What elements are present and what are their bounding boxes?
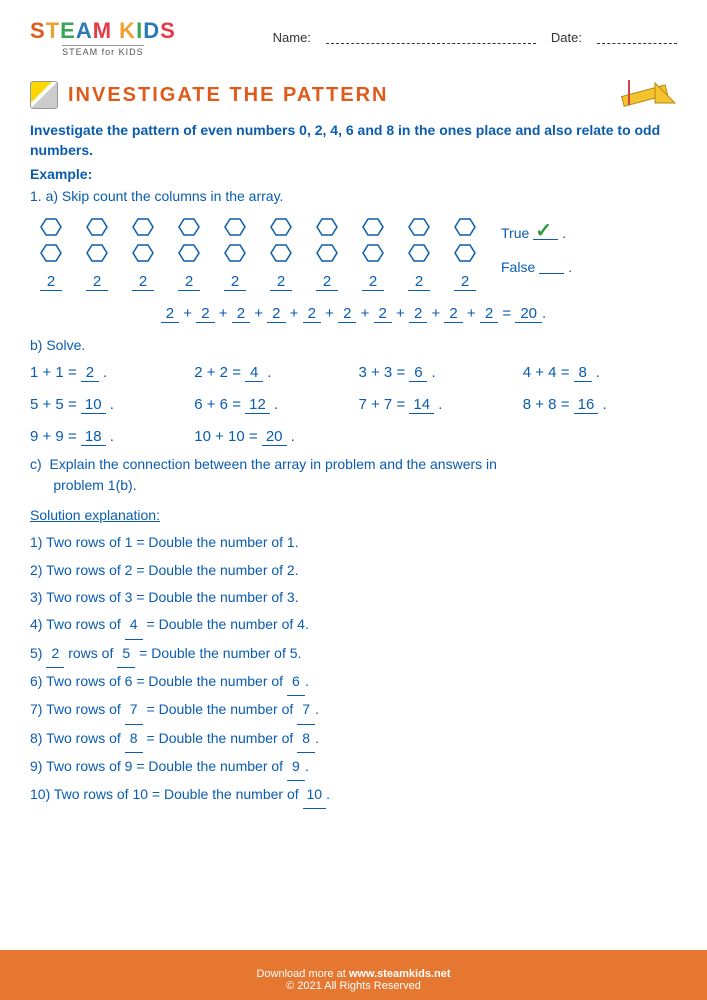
true-blank[interactable]: ✓ (533, 226, 558, 240)
solve-item: 8 + 8 = 16 . (523, 396, 677, 414)
hexagon-icon (40, 217, 62, 237)
solve-grid: 1 + 1 = 2 . 2 + 2 = 4 . 3 + 3 = 6 . 4 + 4 =… (0, 358, 707, 452)
column-count: 2 (270, 273, 292, 291)
solve-item: 6 + 6 = 12 . (194, 396, 348, 414)
example-label: Example: (0, 160, 707, 184)
solution-label: Solution explanation: (30, 502, 677, 529)
solve-item: 5 + 5 = 10 . (30, 396, 184, 414)
explanation-item: 6) Two rows of 6 = Double the number of … (30, 668, 677, 696)
question-1a: 1. a) Skip count the columns in the arra… (0, 184, 707, 209)
check-icon: ✓ (535, 218, 552, 243)
explanation-item: 1) Two rows of 1 = Double the number of … (30, 529, 677, 556)
column-count: 2 (316, 273, 338, 291)
solution-section: Solution explanation: 1) Two rows of 1 =… (0, 498, 707, 813)
hexagon-icon (132, 217, 154, 237)
hexagon-icon (224, 217, 246, 237)
footer-line-1: Download more at www.steamkids.net (0, 968, 707, 980)
hexagon-icon (316, 243, 338, 263)
hexagon-icon (224, 243, 246, 263)
column-count: 2 (132, 273, 154, 291)
question-1c: c) Explain the connection between the ar… (0, 452, 707, 498)
hexagon-icon (454, 243, 476, 263)
explanation-item: 4) Two rows of 4 = Double the number of … (30, 611, 677, 639)
page-header: STEAM KIDS STEAM for KIDS Name: Date: (0, 0, 707, 65)
column-count: 2 (40, 273, 62, 291)
true-false-column: True ✓. False . (501, 217, 572, 275)
hexagon-icon (86, 243, 108, 263)
hex-row-1 (40, 217, 476, 237)
ruler-icon (617, 75, 677, 115)
name-label: Name: (273, 30, 311, 45)
column-count: 2 (362, 273, 384, 291)
name-date-row: Name: Date: (273, 30, 677, 45)
hexagon-icon (408, 243, 430, 263)
hex-row-2 (40, 243, 476, 263)
question-1b: b) Solve. (0, 333, 707, 358)
false-blank[interactable] (539, 260, 564, 274)
explanation-item: 2) Two rows of 2 = Double the number of … (30, 557, 677, 584)
explanation-list: 1) Two rows of 1 = Double the number of … (30, 529, 677, 809)
hexagon-icon (316, 217, 338, 237)
logo: STEAM KIDS STEAM for KIDS (30, 18, 176, 57)
explanation-item: 8) Two rows of 8 = Double the number of … (30, 725, 677, 753)
solve-item: 10 + 10 = 20 . (194, 428, 348, 446)
solve-item: 2 + 2 = 4 . (194, 364, 348, 382)
hexagon-icon (270, 243, 292, 263)
logo-subtitle: STEAM for KIDS (62, 45, 144, 57)
footer-line-2: © 2021 All Rights Reserved (0, 980, 707, 992)
hexagon-icon (362, 217, 384, 237)
solve-item: 7 + 7 = 14 . (359, 396, 513, 414)
title-row: INVESTIGATE THE PATTERN (0, 65, 707, 121)
column-count: 2 (454, 273, 476, 291)
solve-item: 9 + 9 = 18 . (30, 428, 184, 446)
column-count-row: 2 2 2 2 2 2 2 2 2 2 (40, 273, 476, 291)
solve-item: 4 + 4 = 8 . (523, 364, 677, 382)
hexagon-icon (178, 217, 200, 237)
instructions: Investigate the pattern of even numbers … (0, 121, 707, 160)
hexagon-icon (362, 243, 384, 263)
explanation-item: 10) Two rows of 10 = Double the number o… (30, 781, 677, 809)
explanation-item: 9) Two rows of 9 = Double the number of … (30, 753, 677, 781)
name-blank[interactable] (326, 32, 536, 44)
hexagon-array: 2 2 2 2 2 2 2 2 2 2 True ✓. False . (0, 209, 707, 295)
hexagon-icon (270, 217, 292, 237)
date-blank[interactable] (597, 32, 677, 44)
column-count: 2 (178, 273, 200, 291)
sum-equation: 2 + 2 + 2 + 2 + 2 + 2 + 2 + 2 + 2 + 2 = … (0, 295, 707, 333)
hexagon-icon (40, 243, 62, 263)
date-label: Date: (551, 30, 582, 45)
hex-grid: 2 2 2 2 2 2 2 2 2 2 (40, 217, 476, 291)
hexagon-icon (86, 217, 108, 237)
hexagon-icon (132, 243, 154, 263)
false-option: False . (501, 259, 572, 275)
pencil-note-icon (30, 81, 58, 109)
solve-item: 1 + 1 = 2 . (30, 364, 184, 382)
explanation-item: 3) Two rows of 3 = Double the number of … (30, 584, 677, 611)
page-footer: Download more at www.steamkids.net © 202… (0, 958, 707, 1000)
true-option: True ✓. (501, 225, 572, 241)
column-count: 2 (86, 273, 108, 291)
column-count: 2 (224, 273, 246, 291)
footer-wave (0, 950, 707, 960)
page-title: INVESTIGATE THE PATTERN (68, 84, 388, 107)
hexagon-icon (178, 243, 200, 263)
column-count: 2 (408, 273, 430, 291)
logo-text: STEAM KIDS (30, 18, 176, 44)
explanation-item: 7) Two rows of 7 = Double the number of … (30, 696, 677, 724)
explanation-item: 5) 2 rows of 5 = Double the number of 5. (30, 640, 677, 668)
solve-item: 3 + 3 = 6 . (359, 364, 513, 382)
hexagon-icon (454, 217, 476, 237)
hexagon-icon (408, 217, 430, 237)
